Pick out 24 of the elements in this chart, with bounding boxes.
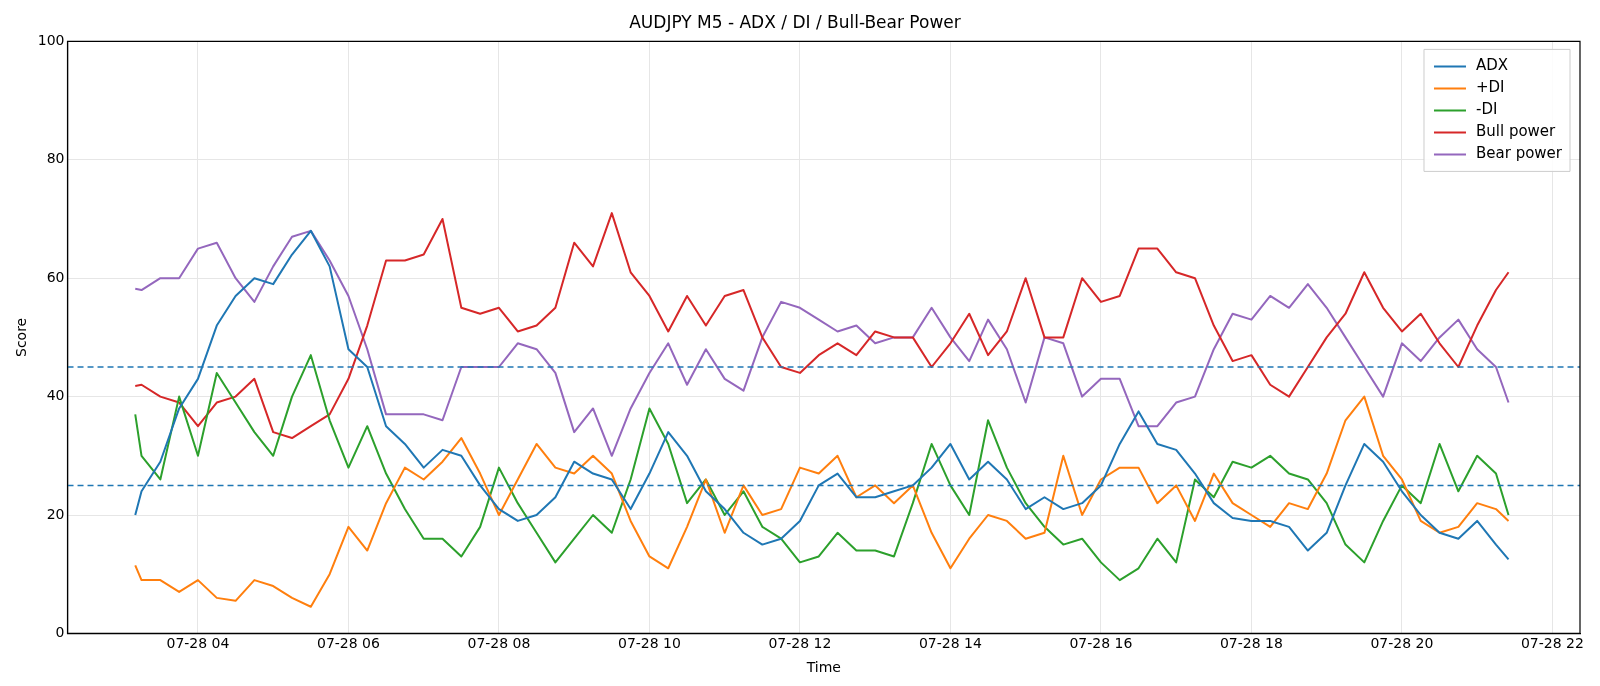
y-tick-label: 100 <box>37 32 65 49</box>
x-tick-label: 07-28 16 <box>1069 635 1133 652</box>
x-tick-label: 07-28 14 <box>918 635 982 652</box>
legend-label: Bear power <box>1475 144 1563 163</box>
y-tick-label: 0 <box>55 624 65 641</box>
y-tick-label: 80 <box>46 150 65 167</box>
x-tick-label: 07-28 22 <box>1520 635 1584 652</box>
x-tick-label: 07-28 04 <box>166 635 230 652</box>
legend-label: -DI <box>1475 100 1498 119</box>
y-tick-label: 60 <box>46 268 65 285</box>
legend-label: Bull power <box>1475 122 1557 141</box>
chart-title: AUDJPY M5 - ADX / DI / Bull-Bear Power <box>629 11 961 32</box>
x-tick-label: 07-28 10 <box>617 635 681 652</box>
x-axis-title: Time <box>805 659 841 676</box>
y-tick-label: 40 <box>46 387 65 404</box>
y-tick-label: 20 <box>46 505 65 522</box>
x-tick-label: 07-28 18 <box>1219 635 1283 652</box>
x-tick-label: 07-28 08 <box>467 635 531 652</box>
x-tick-label: 07-28 12 <box>768 635 832 652</box>
y-axis-title: Score <box>13 317 30 358</box>
x-tick-label: 07-28 06 <box>316 635 381 652</box>
x-tick-label: 07-28 20 <box>1370 635 1434 652</box>
legend-label: +DI <box>1475 78 1505 97</box>
legend-label: ADX <box>1475 56 1509 75</box>
